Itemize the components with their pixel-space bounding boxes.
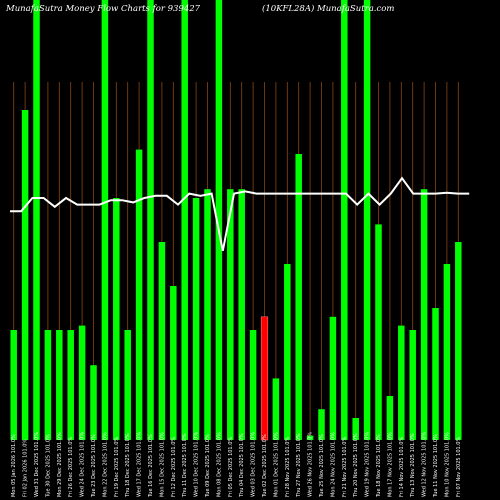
money-flow-bar [329, 316, 337, 440]
x-tick-label: Mon 24 Nov 2025 101.0% [330, 432, 336, 497]
x-axis-tick-labels: Mon 05 Jan 2026 101.0% Fri 02 Jan 2026 10… [11, 432, 462, 498]
money-flow-bar [398, 325, 405, 440]
x-tick-label: Mon 15 Dec 2025 101.0% [159, 432, 165, 497]
x-tick-label: Thu 18 Dec 2025 101.0% [125, 433, 131, 498]
x-tick-label: Tue 02 Dec 2025 101.0% [262, 434, 268, 498]
chart-title-right: (10KFL28A) MunafaSutra.com [262, 4, 395, 14]
x-tick-label: Mon 22 Dec 2025 101.0% [102, 432, 108, 497]
money-flow-bar [420, 189, 428, 440]
money-flow-bar [352, 418, 359, 440]
x-tick-label: Mon 10 Nov 2025 101.0% [444, 432, 450, 497]
money-flow-bar [284, 264, 291, 440]
x-tick-label: Fri 28 Nov 2025 101.0% [285, 437, 291, 497]
money-flow-bar [227, 189, 234, 440]
money-flow-bar [90, 365, 97, 440]
money-flow-bar [21, 110, 29, 440]
x-tick-label: Tue 30 Dec 2025 101.0% [45, 434, 51, 498]
x-tick-label: Thu 13 Nov 2025 101.0% [410, 433, 416, 498]
money-flow-bars [10, 0, 462, 441]
x-tick-label: Tue 18 Nov 2025 101.0% [376, 434, 382, 498]
money-flow-bar [409, 330, 416, 440]
money-flow-bar [341, 0, 348, 440]
money-flow-bar [249, 330, 257, 440]
money-flow-bar [306, 435, 314, 440]
x-tick-label: Fri 07 Nov 2025 101.0% [456, 437, 462, 497]
money-flow-bar [443, 264, 451, 440]
money-flow-bar [386, 396, 394, 440]
money-flow-bar [56, 330, 63, 440]
money-flow-bar [147, 0, 154, 440]
money-flow-bar [215, 0, 223, 440]
x-tick-label: Tue 11 Nov 2025 101.0% [433, 434, 439, 498]
money-flow-bar [158, 242, 166, 440]
x-tick-label: Fri 19 Dec 2025 101.0% [114, 437, 120, 497]
money-flow-line [10, 176, 470, 251]
x-tick-label: Mon 05 Jan 2026 101.0% [11, 434, 17, 497]
money-flow-bar [272, 378, 280, 440]
money-flow-bar [44, 330, 52, 440]
money-flow-bar [181, 0, 188, 440]
x-tick-label: Tue 09 Dec 2025 101.0% [205, 434, 211, 498]
x-tick-label: Fri 12 Dec 2025 101.0% [171, 437, 177, 497]
money-flow-bar [192, 198, 200, 440]
x-tick-label: Fri 26 Dec 2025 101.0% [68, 437, 74, 497]
money-flow-bar [204, 189, 211, 440]
x-tick-label: Wed 03 Dec 2025 101.0% [251, 432, 257, 497]
chart-title-left: MunafaSutra Money Flow Charts for 939427 [6, 4, 201, 14]
x-tick-label: Fri 05 Dec 2025 101.0% [228, 437, 234, 497]
x-tick-label: Mon 01 Dec 2025 101.0% [273, 432, 279, 497]
x-tick-label: Thu 04 Dec 2025 101.0% [239, 433, 245, 498]
money-flow-bar [238, 189, 245, 440]
x-tick-label: Fri 02 Jan 2026 101.0% [23, 439, 29, 497]
money-flow-bar [375, 224, 382, 440]
x-tick-label: Thu 27 Nov 2025 101.0% [296, 433, 302, 498]
x-tick-label: Tue 25 Nov 2025 101.0% [319, 434, 325, 498]
x-tick-label: Wed 17 Dec 2025 101.0% [137, 432, 143, 497]
money-flow-bar [135, 149, 143, 440]
x-tick-label: Mon 08 Dec 2025 101.0% [216, 432, 222, 497]
x-tick-label: Wed 10 Dec 2025 101.0% [194, 432, 200, 497]
x-tick-label: Tue 23 Dec 2025 101.0% [91, 434, 97, 498]
x-tick-label: Wed 19 Nov 2025 101.0% [365, 432, 371, 497]
money-flow-bar [113, 198, 120, 440]
money-flow-bar [260, 316, 269, 441]
money-flow-bar [432, 308, 439, 440]
x-tick-label: Mon 29 Dec 2025 101.0% [57, 432, 63, 497]
money-flow-bar [67, 330, 74, 440]
x-tick-label: Fri 21 Nov 2025 101.0% [342, 437, 348, 497]
money-flow-bar [318, 409, 325, 440]
x-tick-label: Tue 16 Dec 2025 101.0% [148, 434, 154, 498]
x-tick-label: Wed 26 Nov 2025 101.0% [308, 432, 314, 497]
money-flow-bar [363, 0, 371, 440]
x-tick-label: Thu 20 Nov 2025 101.0% [353, 433, 359, 498]
money-flow-bar [295, 154, 302, 440]
money-flow-bar [33, 0, 40, 440]
money-flow-bar [78, 325, 86, 440]
money-flow-bar [455, 242, 462, 440]
x-tick-label: Wed 24 Dec 2025 101.0% [80, 432, 86, 497]
money-flow-bar [124, 330, 131, 440]
x-tick-label: Fri 14 Nov 2025 101.0% [399, 437, 405, 497]
x-tick-label: Thu 11 Dec 2025 101.0% [182, 433, 188, 498]
x-tick-label: Wed 31 Dec 2025 101.0% [34, 432, 40, 497]
x-tick-label: Mon 17 Nov 2025 101.0% [387, 432, 393, 497]
money-flow-bar [101, 0, 109, 440]
money-flow-bar [10, 330, 17, 440]
money-flow-bar [170, 286, 177, 440]
x-tick-label: Wed 12 Nov 2025 101.0% [422, 432, 428, 497]
